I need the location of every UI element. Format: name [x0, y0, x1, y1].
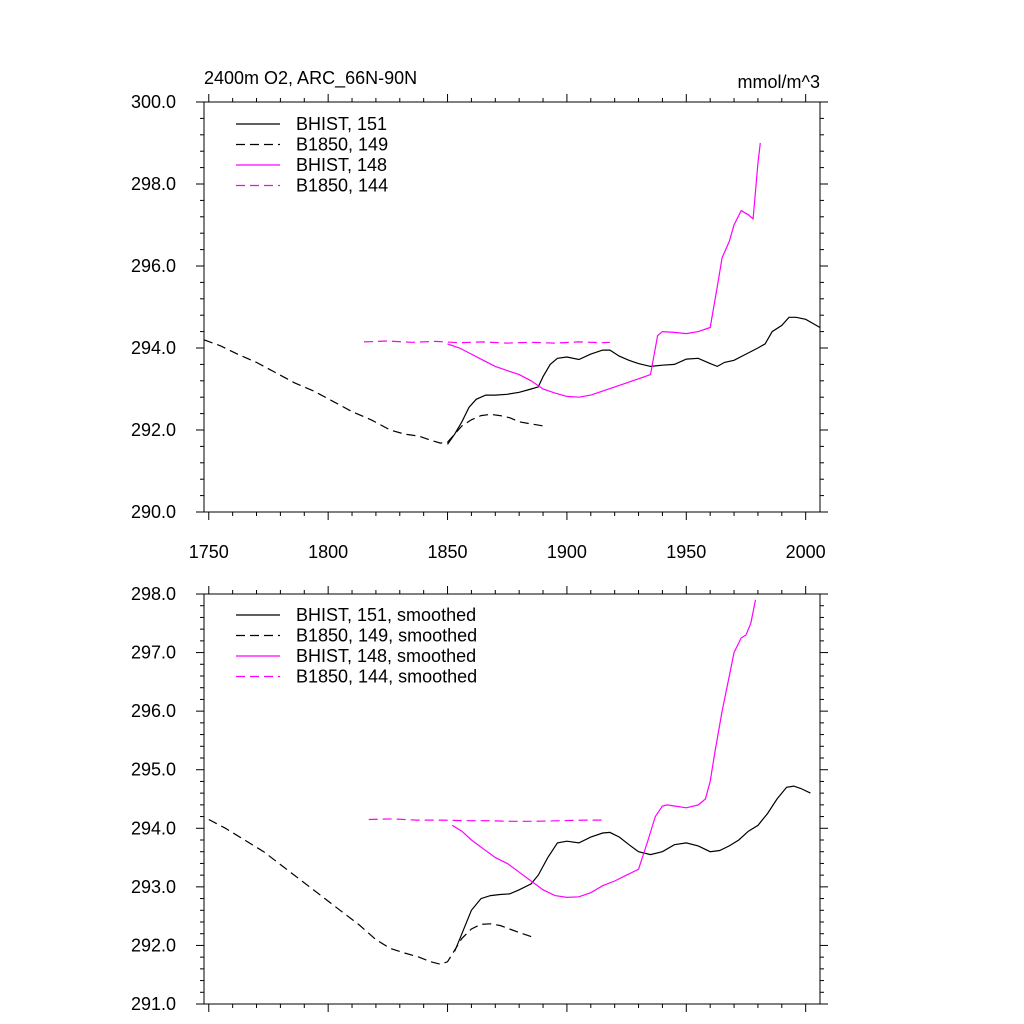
- y-tick-label: 292.0: [131, 935, 176, 955]
- legend-label: B1850, 149: [296, 135, 388, 155]
- x-tick-label: 1750: [189, 542, 229, 562]
- x-tick-label: 1900: [547, 542, 587, 562]
- y-tick-label: 294.0: [131, 338, 176, 358]
- top-panel: 2400m O2, ARC_66N-90N mmol/m^3 290.0 292.…: [131, 68, 828, 562]
- y-tick-label: 293.0: [131, 877, 176, 897]
- x-tick-label: 1850: [428, 542, 468, 562]
- legend-label: BHIST, 148: [296, 155, 387, 175]
- series-line: [454, 785, 811, 952]
- y-tick-label: 292.0: [131, 420, 176, 440]
- x-tick-label: 1800: [308, 542, 348, 562]
- y-tick-label: 296.0: [131, 256, 176, 276]
- y-tick-label: 291.0: [131, 994, 176, 1014]
- series-line: [451, 599, 757, 899]
- top-series-lines: [203, 142, 821, 445]
- legend-label: BHIST, 148, smoothed: [296, 646, 476, 666]
- y-tick-label: 295.0: [131, 760, 176, 780]
- legend-label: B1850, 144, smoothed: [296, 667, 477, 687]
- units-label: mmol/m^3: [738, 72, 820, 92]
- bottom-panel: 291.0 292.0 293.0 294.0 295.0 296.0 297.0 298.0…: [131, 584, 828, 1014]
- top-plot-frame: [203, 101, 821, 513]
- series-line: [208, 818, 532, 965]
- legend-label: BHIST, 151: [296, 114, 387, 134]
- legend-label: B1850, 149, smoothed: [296, 626, 477, 646]
- series-line: [447, 316, 821, 445]
- y-tick-label: 294.0: [131, 818, 176, 838]
- y-tick-label: 298.0: [131, 174, 176, 194]
- series-line: [368, 818, 603, 822]
- series-line: [447, 142, 761, 398]
- top-ticks: 290.0 292.0 294.0 296.0 298.0 300.0 1750 1800 18…: [131, 92, 828, 562]
- y-tick-label: 300.0: [131, 92, 176, 112]
- x-tick-label: 2000: [786, 542, 826, 562]
- y-tick-label: 296.0: [131, 701, 176, 721]
- y-tick-label: 290.0: [131, 502, 176, 522]
- chart-title: 2400m O2, ARC_66N-90N: [204, 68, 417, 89]
- series-line: [203, 339, 544, 444]
- bottom-series-lines: [208, 599, 811, 965]
- bottom-ticks: 291.0 292.0 293.0 294.0 295.0 296.0 297.0 298.0: [131, 584, 828, 1014]
- series-line: [363, 340, 610, 344]
- y-tick-label: 297.0: [131, 643, 176, 663]
- y-tick-label: 298.0: [131, 584, 176, 604]
- bottom-plot-frame: [203, 593, 821, 1005]
- legend-label: BHIST, 151, smoothed: [296, 605, 476, 625]
- legend-label: B1850, 144: [296, 176, 388, 196]
- x-tick-label: 1950: [666, 542, 706, 562]
